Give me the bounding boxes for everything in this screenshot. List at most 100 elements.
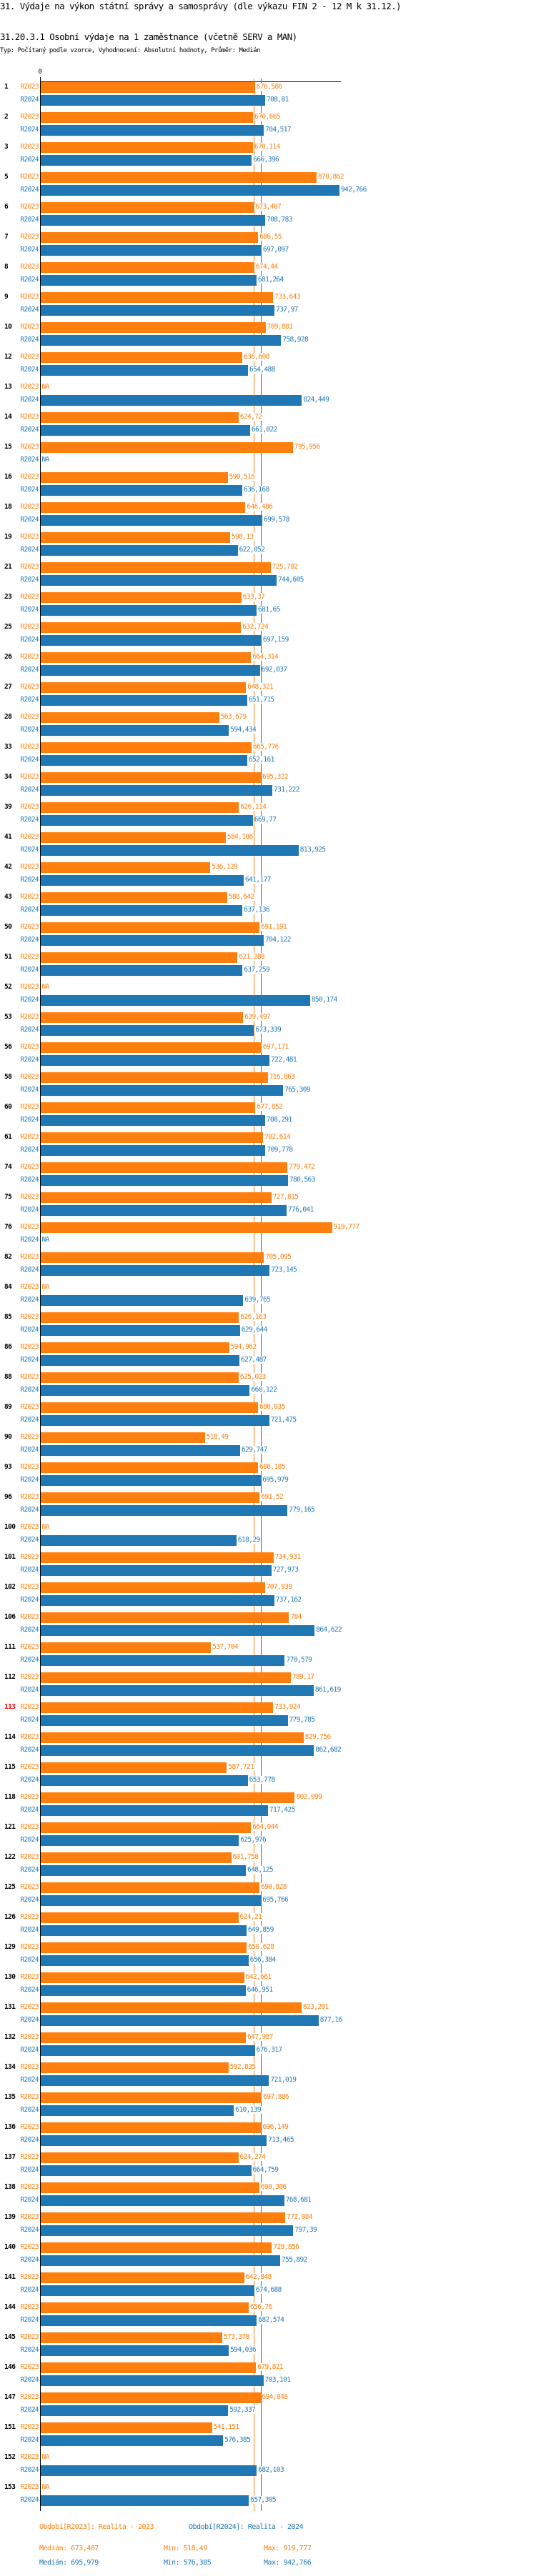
bar-r2024 bbox=[40, 515, 262, 526]
bar-r2024 bbox=[40, 2285, 254, 2296]
value-label: 641,177 bbox=[245, 876, 272, 884]
series-label-r2023: R2023 bbox=[20, 1403, 39, 1411]
value-label: 690,306 bbox=[260, 2183, 287, 2191]
bar-r2023 bbox=[40, 2392, 261, 2403]
series-label-r2023: R2023 bbox=[20, 863, 39, 871]
series-label-r2024: R2024 bbox=[20, 1686, 39, 1694]
value-label: 674,44 bbox=[255, 263, 279, 271]
category-label: 7 bbox=[4, 233, 9, 241]
bar-r2023 bbox=[40, 412, 239, 423]
x-axis-tick-label: 0 bbox=[38, 69, 42, 76]
value-label: 703,101 bbox=[264, 2376, 292, 2384]
value-label-na: NA bbox=[41, 383, 50, 391]
series-label-r2024: R2024 bbox=[20, 1296, 39, 1304]
value-label: 677,852 bbox=[257, 1103, 284, 1111]
bar-r2023 bbox=[40, 1912, 239, 1923]
category-label: 28 bbox=[4, 713, 12, 721]
category-label: 138 bbox=[4, 2183, 16, 2191]
category-label: 141 bbox=[4, 2273, 16, 2281]
series-label-r2023: R2023 bbox=[20, 443, 39, 451]
bar-r2023 bbox=[40, 562, 271, 573]
bar-r2023 bbox=[40, 142, 253, 153]
value-label: 713,465 bbox=[268, 2136, 294, 2144]
value-label: 674,688 bbox=[255, 2286, 282, 2294]
category-label: 136 bbox=[4, 2123, 16, 2131]
series-label-r2023: R2023 bbox=[20, 533, 39, 541]
bar-r2023 bbox=[40, 2242, 272, 2253]
series-label-r2024: R2024 bbox=[20, 2196, 39, 2204]
value-label: 722,481 bbox=[271, 1056, 297, 1064]
bar-r2024 bbox=[40, 2435, 224, 2446]
bar-r2024 bbox=[40, 2405, 229, 2416]
category-label: 111 bbox=[4, 1643, 16, 1651]
value-label: 708,291 bbox=[266, 1116, 293, 1124]
series-label-r2023: R2023 bbox=[20, 893, 39, 901]
bar-r2023 bbox=[40, 1792, 295, 1803]
value-label: 862,682 bbox=[315, 1746, 342, 1754]
bar-r2024 bbox=[40, 755, 247, 766]
series-label-r2023: R2023 bbox=[20, 2033, 39, 2041]
bar-r2024 bbox=[40, 1355, 239, 1366]
value-label: 653,778 bbox=[249, 1776, 276, 1784]
bar-r2023 bbox=[40, 2182, 259, 2193]
value-label: 673,339 bbox=[255, 1026, 282, 1034]
value-label: 695,979 bbox=[262, 1476, 289, 1484]
value-label: 691,191 bbox=[261, 923, 288, 931]
category-label: 122 bbox=[4, 1853, 16, 1861]
value-label: 660,122 bbox=[251, 1386, 278, 1394]
series-label-r2023: R2023 bbox=[20, 1793, 39, 1801]
series-label-r2024: R2024 bbox=[20, 1476, 39, 1484]
value-label: 649,859 bbox=[247, 1926, 274, 1934]
bar-r2024 bbox=[40, 1895, 262, 1906]
value-label: 707,939 bbox=[266, 1583, 293, 1591]
bar-r2024 bbox=[40, 1865, 247, 1876]
category-label: 101 bbox=[4, 1553, 16, 1561]
series-label-r2024: R2024 bbox=[20, 456, 39, 464]
category-label: 89 bbox=[4, 1403, 12, 1411]
bar-r2024 bbox=[40, 335, 282, 346]
category-label: 140 bbox=[4, 2243, 16, 2251]
value-label: 755,892 bbox=[281, 2256, 308, 2264]
series-label-r2024: R2024 bbox=[20, 1626, 39, 1634]
bar-r2023 bbox=[40, 2032, 247, 2043]
x-axis-line bbox=[39, 81, 341, 82]
bar-r2023 bbox=[40, 1672, 291, 1683]
series-label-r2023: R2023 bbox=[20, 2183, 39, 2191]
value-label: 734,931 bbox=[274, 1553, 302, 1561]
bar-r2023 bbox=[40, 2152, 239, 2163]
value-label: 695,766 bbox=[262, 1896, 289, 1904]
series-label-r2023: R2023 bbox=[20, 1763, 39, 1771]
value-label: 692,037 bbox=[261, 666, 288, 674]
category-label: 10 bbox=[4, 323, 12, 331]
series-label-r2024: R2024 bbox=[20, 966, 39, 974]
series-label-r2023: R2023 bbox=[20, 2453, 39, 2461]
value-label: 681,264 bbox=[257, 276, 284, 284]
series-label-r2023: R2023 bbox=[20, 503, 39, 511]
value-label: 709,778 bbox=[267, 1146, 294, 1154]
value-label: 627,487 bbox=[240, 1356, 267, 1364]
bar-r2023 bbox=[40, 1012, 244, 1023]
category-label: 113 bbox=[4, 1703, 16, 1711]
value-label: 646,951 bbox=[247, 1986, 274, 1994]
category-label: 145 bbox=[4, 2333, 16, 2341]
series-label-r2023: R2023 bbox=[20, 113, 39, 121]
chart-subtitle: 31.20.3.1 Osobní výdaje na 1 zaměstnance… bbox=[0, 31, 297, 42]
value-label: 681,65 bbox=[258, 606, 281, 614]
series-label-r2023: R2023 bbox=[20, 2393, 39, 2401]
value-label-na: NA bbox=[41, 983, 50, 991]
series-label-r2023: R2023 bbox=[20, 83, 39, 91]
series-label-r2023: R2023 bbox=[20, 1313, 39, 1321]
series-label-r2023: R2023 bbox=[20, 803, 39, 811]
value-label-na: NA bbox=[41, 456, 50, 464]
value-label: 697,886 bbox=[263, 2093, 290, 2101]
value-label: 664,314 bbox=[252, 653, 279, 661]
series-label-r2024: R2024 bbox=[20, 2106, 39, 2114]
bar-r2024 bbox=[40, 1745, 314, 1756]
legend-r2023: Období[R2023]: Realita - 2023 bbox=[39, 2523, 154, 2531]
category-label: 33 bbox=[4, 743, 12, 751]
value-label: 670,114 bbox=[254, 143, 281, 151]
bar-r2023 bbox=[40, 1732, 304, 1743]
bar-r2024 bbox=[40, 845, 299, 856]
value-label: 721,019 bbox=[270, 2076, 297, 2084]
category-label: 152 bbox=[4, 2453, 16, 2461]
